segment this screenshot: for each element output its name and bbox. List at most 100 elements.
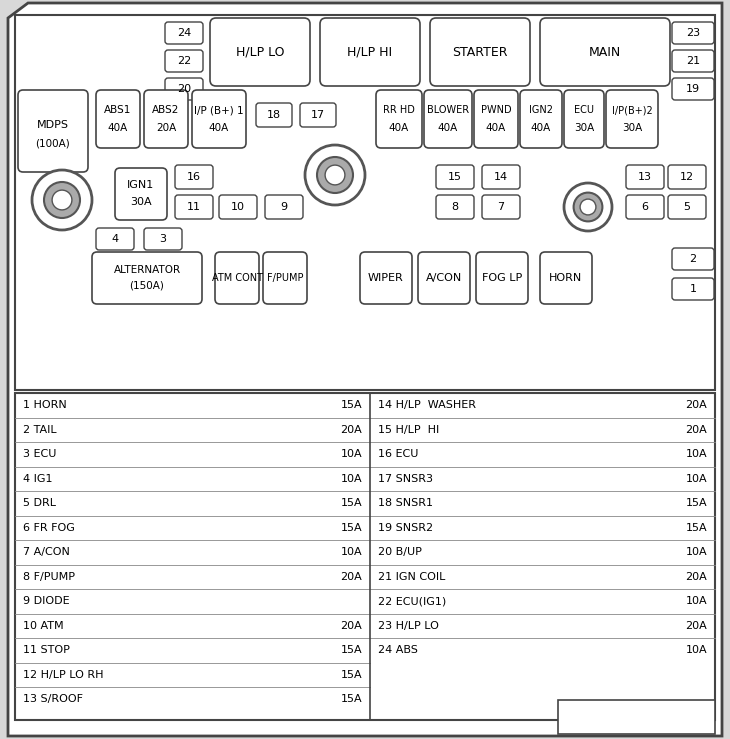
Text: 20A: 20A	[685, 401, 707, 410]
Circle shape	[317, 157, 353, 193]
FancyBboxPatch shape	[165, 22, 203, 44]
Text: 3: 3	[159, 234, 166, 244]
Text: 15A: 15A	[340, 401, 362, 410]
Text: 10A: 10A	[685, 548, 707, 557]
FancyBboxPatch shape	[668, 195, 706, 219]
Text: IGN1: IGN1	[127, 180, 155, 190]
FancyBboxPatch shape	[482, 195, 520, 219]
FancyBboxPatch shape	[672, 248, 714, 270]
Text: 6: 6	[642, 202, 648, 212]
FancyBboxPatch shape	[165, 50, 203, 72]
FancyBboxPatch shape	[92, 252, 202, 304]
Text: 13 S/ROOF: 13 S/ROOF	[23, 694, 83, 704]
Text: 6 FR FOG: 6 FR FOG	[23, 522, 75, 533]
FancyBboxPatch shape	[476, 252, 528, 304]
Text: ABS2: ABS2	[153, 105, 180, 115]
Text: 12: 12	[680, 172, 694, 182]
Text: 15A: 15A	[340, 645, 362, 655]
FancyBboxPatch shape	[668, 165, 706, 189]
FancyBboxPatch shape	[96, 228, 134, 250]
Text: 40A: 40A	[531, 123, 551, 133]
Text: HORN: HORN	[550, 273, 583, 283]
Text: 8: 8	[451, 202, 458, 212]
Text: 11: 11	[187, 202, 201, 212]
FancyBboxPatch shape	[300, 103, 336, 127]
FancyBboxPatch shape	[672, 50, 714, 72]
Text: 10A: 10A	[685, 596, 707, 606]
Text: 30A: 30A	[130, 197, 152, 207]
FancyBboxPatch shape	[165, 78, 203, 100]
FancyBboxPatch shape	[418, 252, 470, 304]
Circle shape	[325, 165, 345, 185]
FancyBboxPatch shape	[626, 165, 664, 189]
Text: 14 H/LP  WASHER: 14 H/LP WASHER	[378, 401, 476, 410]
Text: 4: 4	[112, 234, 118, 244]
Text: 14: 14	[494, 172, 508, 182]
FancyBboxPatch shape	[96, 90, 140, 148]
Text: 15A: 15A	[340, 670, 362, 680]
Text: 5 DRL: 5 DRL	[23, 498, 56, 508]
Text: 15 H/LP  HI: 15 H/LP HI	[378, 425, 439, 435]
Text: 10 ATM: 10 ATM	[23, 621, 64, 631]
Polygon shape	[8, 3, 722, 736]
Text: 21 IGN COIL: 21 IGN COIL	[378, 572, 445, 582]
Text: 15A: 15A	[685, 522, 707, 533]
Text: 2: 2	[689, 254, 696, 264]
Text: H/LP LO: H/LP LO	[236, 46, 284, 58]
Text: BLOWER: BLOWER	[427, 105, 469, 115]
FancyBboxPatch shape	[672, 278, 714, 300]
Text: 10A: 10A	[685, 474, 707, 484]
FancyBboxPatch shape	[436, 165, 474, 189]
FancyBboxPatch shape	[215, 252, 259, 304]
FancyBboxPatch shape	[540, 18, 670, 86]
Text: 20 B/UP: 20 B/UP	[378, 548, 422, 557]
FancyBboxPatch shape	[626, 195, 664, 219]
Text: STARTER: STARTER	[453, 46, 508, 58]
Circle shape	[44, 182, 80, 218]
Text: 10A: 10A	[340, 474, 362, 484]
Circle shape	[564, 183, 612, 231]
FancyBboxPatch shape	[210, 18, 310, 86]
FancyBboxPatch shape	[564, 90, 604, 148]
Text: 30A: 30A	[622, 123, 642, 133]
Text: 22 ECU(IG1): 22 ECU(IG1)	[378, 596, 446, 606]
Text: 30A: 30A	[574, 123, 594, 133]
Text: 10A: 10A	[340, 449, 362, 459]
Circle shape	[52, 190, 72, 210]
Text: 11 STOP: 11 STOP	[23, 645, 70, 655]
Text: 15A: 15A	[340, 522, 362, 533]
Text: 2 TAIL: 2 TAIL	[23, 425, 57, 435]
Text: 15A: 15A	[340, 498, 362, 508]
FancyBboxPatch shape	[144, 228, 182, 250]
Text: ATM CONT: ATM CONT	[212, 273, 263, 283]
Text: 16: 16	[187, 172, 201, 182]
Circle shape	[580, 199, 596, 215]
FancyBboxPatch shape	[672, 22, 714, 44]
Text: 21: 21	[686, 56, 700, 66]
Text: 15A: 15A	[340, 694, 362, 704]
Text: (100A): (100A)	[36, 138, 70, 148]
Text: 7 A/CON: 7 A/CON	[23, 548, 70, 557]
Text: 1: 1	[690, 284, 696, 294]
FancyBboxPatch shape	[540, 252, 592, 304]
FancyBboxPatch shape	[219, 195, 257, 219]
Text: 4 IG1: 4 IG1	[23, 474, 53, 484]
Text: 10A: 10A	[340, 548, 362, 557]
Text: 8 F/PUMP: 8 F/PUMP	[23, 572, 75, 582]
FancyBboxPatch shape	[265, 195, 303, 219]
Text: 20A: 20A	[340, 621, 362, 631]
Text: 15: 15	[448, 172, 462, 182]
FancyBboxPatch shape	[18, 90, 88, 172]
Text: 40A: 40A	[389, 123, 409, 133]
Text: 12 H/LP LO RH: 12 H/LP LO RH	[23, 670, 104, 680]
Text: 17 SNSR3: 17 SNSR3	[378, 474, 433, 484]
Text: RR HD: RR HD	[383, 105, 415, 115]
Text: 20A: 20A	[156, 123, 176, 133]
FancyBboxPatch shape	[376, 90, 422, 148]
Text: 9: 9	[280, 202, 288, 212]
Text: 24: 24	[177, 28, 191, 38]
Text: 20A: 20A	[685, 621, 707, 631]
FancyBboxPatch shape	[474, 90, 518, 148]
FancyBboxPatch shape	[672, 78, 714, 100]
FancyBboxPatch shape	[115, 168, 167, 220]
